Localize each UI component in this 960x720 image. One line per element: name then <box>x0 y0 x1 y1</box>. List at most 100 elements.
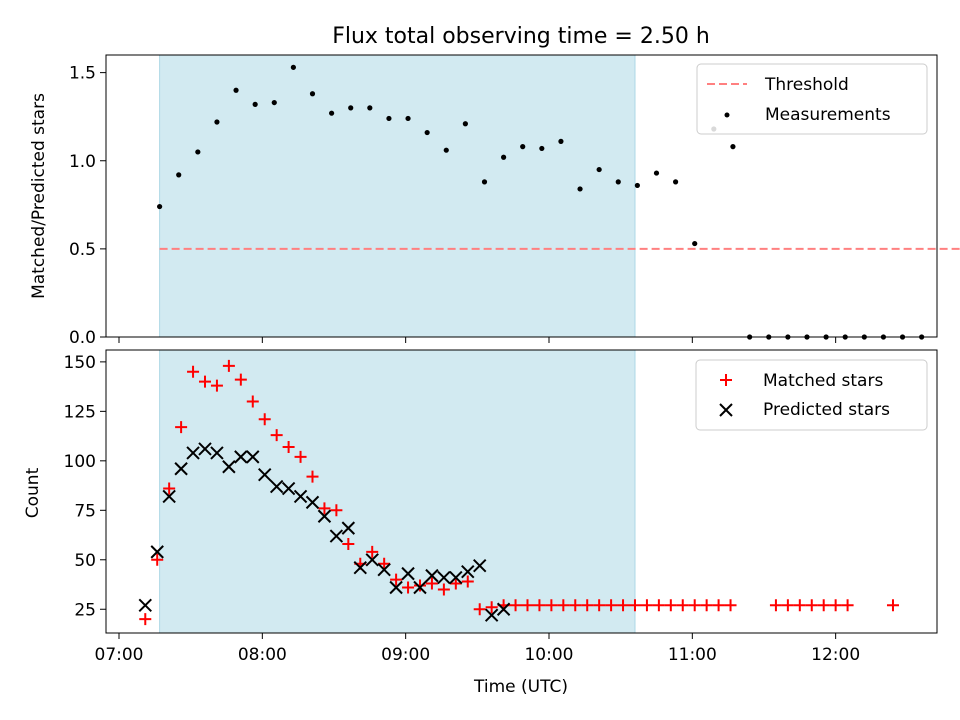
measurement-point <box>367 105 373 111</box>
bottom-observing-span <box>159 349 636 634</box>
bottom-x-tick-label: 12:00 <box>811 645 860 665</box>
predicted-star-point <box>293 489 308 504</box>
predicted-star-point <box>437 570 451 585</box>
matched-star-point <box>700 599 713 612</box>
matched-star-point <box>425 577 438 590</box>
matched-star-point <box>306 470 319 483</box>
measurement-point <box>405 115 411 122</box>
matched-legend-swatch <box>720 374 732 386</box>
predicted-star-point <box>210 446 224 460</box>
top-y-axis-label: Matched/Predicted stars <box>29 93 49 299</box>
matched-star-point <box>688 599 701 612</box>
bottom-legend: Matched stars Predicted stars <box>695 359 928 431</box>
matched-star-point <box>187 365 200 378</box>
predicted-star-point <box>461 564 475 579</box>
top-y-tick-label: 1.5 <box>69 64 96 84</box>
matched-star-point <box>461 575 474 588</box>
matched-star-point <box>270 429 283 442</box>
matched-star-point <box>617 599 630 612</box>
predicted-star-point <box>365 553 379 567</box>
predicted-star-point <box>258 467 272 482</box>
top-legend-label-measurements: Measurements <box>765 105 891 125</box>
measurement-point <box>501 154 507 160</box>
matched-star-point <box>222 359 235 372</box>
matched-star-point <box>829 599 842 612</box>
predicted-legend-swatch <box>719 403 733 417</box>
matched-star-point <box>724 599 737 612</box>
bottom-x-tick-label: 09:00 <box>381 645 430 665</box>
matched-star-point <box>545 599 558 612</box>
matched-star-point <box>533 599 546 612</box>
predicted-star-point <box>425 568 439 583</box>
bottom-x-tick-label: 07:00 <box>95 645 144 665</box>
matched-star-point <box>581 599 594 612</box>
measurement-point <box>424 129 430 136</box>
top-legend: Threshold Measurements <box>696 63 928 135</box>
bottom-x-tick-label: 10:00 <box>524 645 573 665</box>
measurement-point <box>348 105 354 111</box>
matched-star-point <box>402 581 415 594</box>
matched-star-point <box>473 603 486 616</box>
predicted-star-point <box>150 545 164 559</box>
matched-star-point <box>769 599 782 612</box>
matched-star-point <box>605 599 618 612</box>
predicted-star-point <box>496 602 511 616</box>
matched-star-point <box>318 502 331 515</box>
measurement-point <box>520 144 526 150</box>
matched-star-point <box>330 504 343 517</box>
measurement-point <box>309 91 316 97</box>
top-legend-box <box>696 63 928 135</box>
predicted-star-point <box>449 570 463 585</box>
matched-star-point <box>294 450 307 463</box>
bottom-y-tick-label: 25 <box>74 600 96 620</box>
matched-star-point <box>449 577 462 590</box>
measurement-point <box>730 144 736 150</box>
predicted-star-point <box>186 446 200 460</box>
predicted-star-point <box>353 560 367 575</box>
matched-star-point <box>676 599 689 612</box>
predicted-star-point <box>162 489 176 504</box>
matched-star-point <box>139 613 152 626</box>
matched-star-point <box>557 599 570 612</box>
figure-title: Flux total observing time = 2.50 h <box>332 24 710 49</box>
measurement-point <box>462 121 468 127</box>
top-observing-span <box>159 54 636 338</box>
predicted-star-point <box>281 481 296 496</box>
measurement-point <box>176 172 182 178</box>
bottom-x-tick-label: 08:00 <box>238 645 287 665</box>
measurement-point <box>539 145 545 152</box>
matched-star-point <box>151 553 164 566</box>
measurement-point <box>195 149 201 155</box>
predicted-star-point <box>329 529 344 543</box>
matched-star-point <box>793 599 806 612</box>
matched-star-point <box>569 599 582 612</box>
measurement-point <box>596 166 602 173</box>
bottom-axes-frame <box>105 349 938 634</box>
measurement-point <box>577 186 583 192</box>
matched-star-point <box>593 599 606 612</box>
bottom-x-tick-label: 11:00 <box>668 645 717 665</box>
predicted-star-point <box>413 580 427 595</box>
matched-star-point <box>258 413 271 426</box>
predicted-star-point <box>269 479 284 494</box>
bottom-y-tick-label: 150 <box>64 353 96 373</box>
matched-star-point <box>413 579 426 592</box>
predicted-star-point <box>389 580 403 595</box>
matched-star-point <box>886 599 899 612</box>
matched-star-point <box>640 599 653 612</box>
matched-star-point <box>781 599 794 612</box>
measurements-legend-swatch <box>724 112 730 118</box>
measurement-point <box>443 147 449 153</box>
measurement-point <box>653 170 660 176</box>
top-panel: 0.0 0.5 1.0 1.5 Matched/Predicted stars Thr… <box>29 54 960 348</box>
measurement-point <box>615 179 621 185</box>
matched-star-point <box>198 375 211 388</box>
bottom-x-axis-label: Time (UTC) <box>473 677 568 697</box>
matched-star-point <box>342 537 355 550</box>
predicted-star-point <box>234 450 248 464</box>
bottom-legend-label-matched: Matched stars <box>763 371 883 391</box>
bottom-y-tick-label: 125 <box>64 402 96 422</box>
measurement-point <box>481 179 488 185</box>
measurement-point <box>692 240 698 247</box>
